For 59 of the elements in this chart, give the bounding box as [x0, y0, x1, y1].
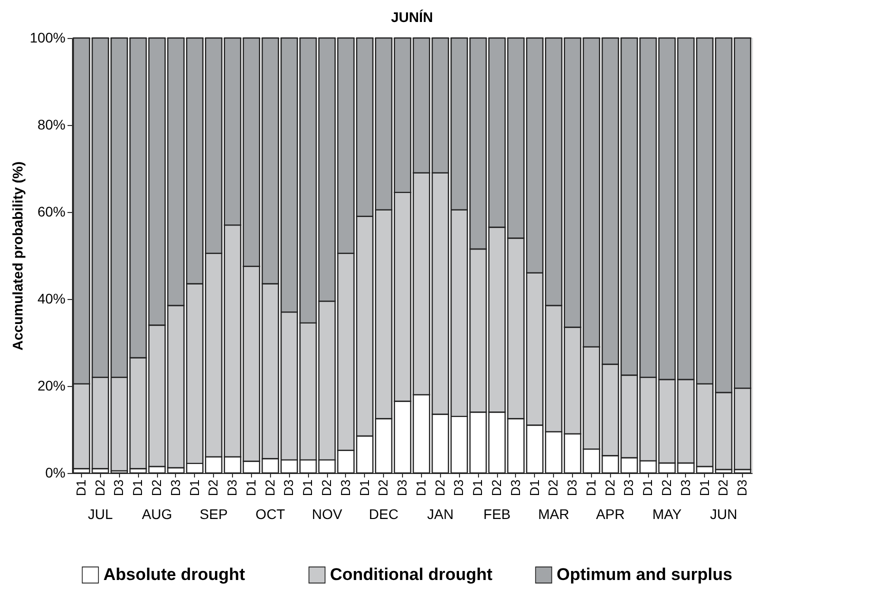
x-tick-label: D1	[243, 480, 258, 496]
text: JUL	[88, 506, 113, 522]
y-tick-label: 40%	[37, 290, 66, 306]
y-tick-label: 100%	[30, 30, 66, 46]
x-tick-label: D3	[224, 480, 240, 496]
x-tick-label: D2	[92, 480, 108, 496]
x-tick-label: D1	[356, 480, 372, 496]
legend-label: Absolute drought	[103, 565, 246, 584]
x-tick-label: D1	[300, 480, 316, 496]
x-tick-label: D1	[470, 480, 486, 496]
chart-title: JUNÍN	[390, 9, 434, 25]
x-tick-label: D2	[149, 480, 164, 496]
x-tick-label: D1	[583, 480, 598, 496]
x-tick-label: D1	[526, 480, 542, 496]
x-tick-label: D1	[130, 480, 146, 496]
text: SEP	[200, 506, 228, 522]
x-tick-label: D3	[281, 480, 296, 496]
text: DEC	[368, 506, 398, 522]
legend-label: Conditional drought	[330, 565, 493, 584]
x-tick-label: D1	[640, 480, 656, 496]
x-tick-label: D3	[678, 480, 693, 496]
x-tick-label: D2	[262, 480, 278, 496]
text: JUN	[710, 506, 738, 522]
x-tick-label: D2	[206, 480, 221, 496]
x-tick-label: D3	[451, 480, 466, 496]
x-tick-label: D3	[338, 480, 353, 496]
text: MAY	[652, 506, 682, 522]
y-tick-label: 20%	[37, 378, 66, 394]
x-tick-label: D1	[696, 480, 712, 496]
text: AUG	[142, 506, 172, 522]
y-tick-label: 0%	[45, 464, 66, 480]
x-tick-label: D2	[376, 480, 391, 496]
x-tick-label: D2	[659, 480, 674, 496]
text: FEB	[483, 506, 511, 522]
x-tick-label: D2	[546, 480, 561, 496]
text: NOV	[312, 506, 343, 522]
x-tick-label: D2	[602, 480, 618, 496]
text: JAN	[427, 506, 454, 522]
x-tick-label: D3	[621, 480, 636, 496]
x-tick-label: D2	[432, 480, 448, 496]
legend-label: Optimum and surplus	[556, 565, 732, 584]
x-tick-label: D3	[168, 480, 183, 496]
x-tick-label: D3	[734, 480, 750, 496]
x-tick-label: D1	[186, 480, 202, 496]
x-tick-label: D2	[319, 480, 334, 496]
x-tick-label: D3	[508, 480, 523, 496]
x-tick-label: D3	[111, 480, 126, 496]
text: APR	[596, 506, 625, 522]
x-tick-label: D3	[394, 480, 410, 496]
x-tick-label: D1	[73, 480, 88, 496]
text: MAR	[538, 506, 570, 522]
x-tick-label: D2	[489, 480, 504, 496]
x-tick-label: D1	[413, 480, 428, 496]
y-tick-label: 80%	[37, 116, 66, 132]
text: OCT	[256, 506, 286, 522]
y-tick-label: 60%	[37, 204, 66, 220]
x-tick-label: D3	[564, 480, 580, 496]
x-tick-label: D2	[716, 480, 731, 496]
y-axis-title: Accumulated probability (%)	[10, 161, 26, 351]
